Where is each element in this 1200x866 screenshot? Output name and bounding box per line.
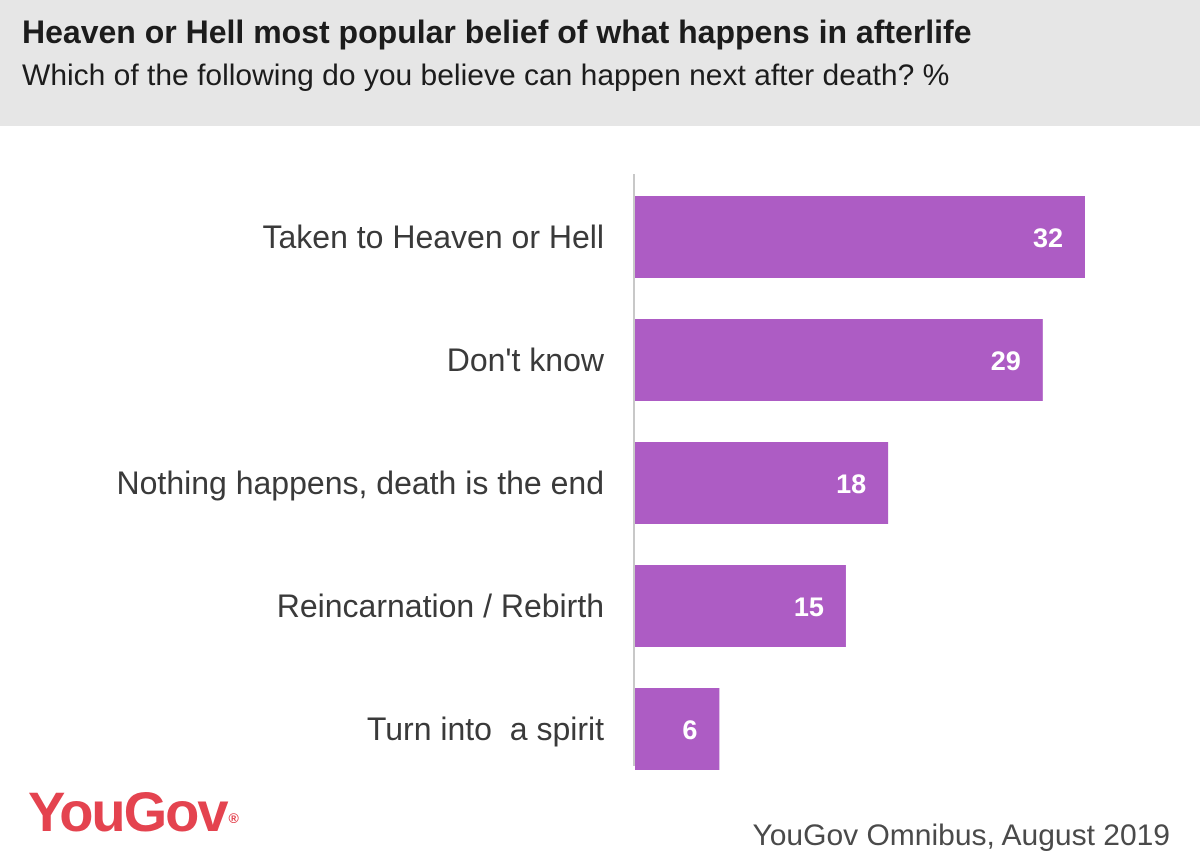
bar	[635, 319, 1043, 401]
category-label: Taken to Heaven or Hell	[262, 219, 604, 255]
yougov-logo: YouGov ®	[28, 780, 239, 844]
chart-header: Heaven or Hell most popular belief of wh…	[0, 0, 1200, 126]
logo-text: YouGov	[28, 780, 229, 843]
bar	[635, 565, 846, 647]
bar-chart: Taken to Heaven or Hell 32 Don't know 29 Not…	[117, 174, 1085, 770]
bar	[635, 688, 720, 770]
value-label: 6	[682, 715, 697, 745]
value-label: 29	[991, 346, 1021, 376]
category-label: Reincarnation / Rebirth	[277, 588, 604, 624]
source-note: YouGov Omnibus, August 2019	[752, 819, 1170, 852]
value-label: 32	[1033, 223, 1063, 253]
bar	[635, 442, 889, 524]
value-label: 18	[836, 469, 866, 499]
registered-mark: ®	[228, 810, 239, 826]
category-label: Turn into a spirit	[367, 711, 604, 747]
category-label: Nothing happens, death is the end	[117, 465, 604, 501]
chart-title: Heaven or Hell most popular belief of wh…	[22, 14, 972, 50]
value-label: 15	[794, 592, 824, 622]
bar	[635, 196, 1085, 278]
category-label: Don't know	[447, 342, 605, 378]
chart-subtitle: Which of the following do you believe ca…	[22, 59, 950, 92]
